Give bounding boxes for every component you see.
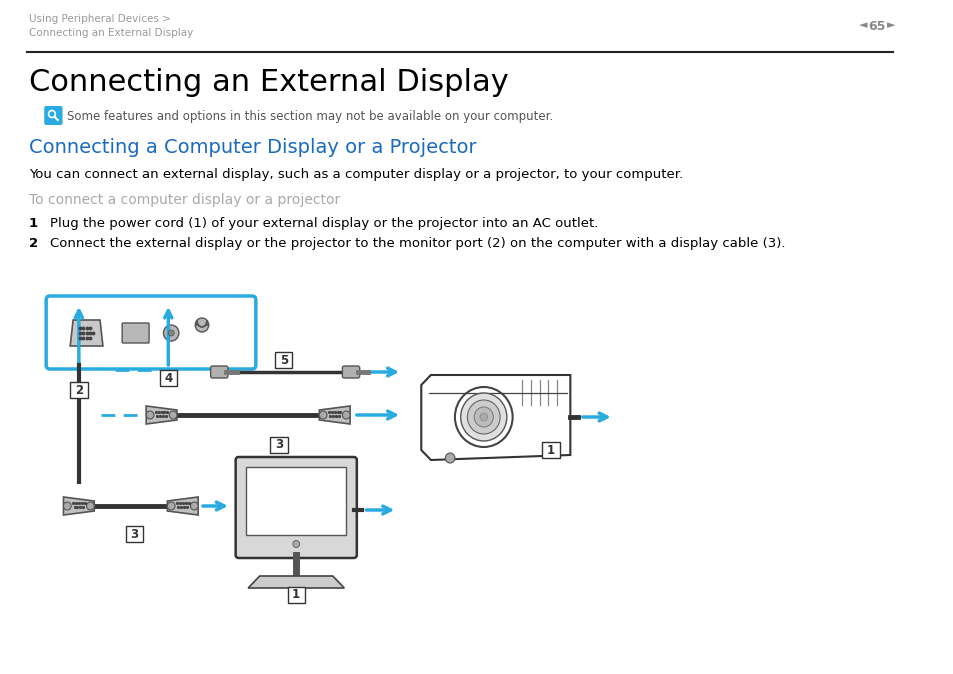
- Text: Connecting an External Display: Connecting an External Display: [29, 68, 508, 97]
- Circle shape: [455, 387, 512, 447]
- FancyBboxPatch shape: [270, 437, 287, 453]
- Circle shape: [445, 453, 455, 463]
- FancyBboxPatch shape: [122, 323, 149, 343]
- Text: 5: 5: [279, 353, 288, 367]
- Circle shape: [319, 411, 327, 419]
- Text: 3: 3: [131, 528, 138, 541]
- Text: You can connect an external display, such as a computer display or a projector, : You can connect an external display, suc…: [29, 168, 682, 181]
- FancyBboxPatch shape: [235, 457, 356, 558]
- Circle shape: [163, 325, 179, 341]
- Circle shape: [342, 411, 350, 419]
- Polygon shape: [319, 406, 350, 424]
- Text: 1: 1: [292, 588, 300, 601]
- Polygon shape: [248, 576, 344, 588]
- FancyBboxPatch shape: [274, 352, 292, 368]
- Text: 65: 65: [867, 20, 885, 33]
- FancyBboxPatch shape: [71, 382, 88, 398]
- Circle shape: [146, 411, 153, 419]
- Text: ◄: ◄: [858, 20, 866, 30]
- Circle shape: [191, 502, 198, 510]
- FancyBboxPatch shape: [159, 370, 177, 386]
- Text: Connecting a Computer Display or a Projector: Connecting a Computer Display or a Proje…: [29, 138, 476, 157]
- FancyBboxPatch shape: [126, 526, 143, 542]
- Polygon shape: [421, 375, 570, 460]
- Circle shape: [474, 407, 493, 427]
- FancyBboxPatch shape: [342, 366, 359, 378]
- Circle shape: [195, 318, 209, 332]
- Circle shape: [467, 400, 499, 434]
- Polygon shape: [167, 497, 198, 515]
- Text: Connect the external display or the projector to the monitor port (2) on the com: Connect the external display or the proj…: [50, 237, 784, 250]
- Text: 3: 3: [274, 439, 283, 452]
- Polygon shape: [146, 406, 177, 424]
- Text: To connect a computer display or a projector: To connect a computer display or a proje…: [29, 193, 340, 207]
- FancyBboxPatch shape: [287, 587, 305, 603]
- Circle shape: [168, 330, 173, 336]
- Circle shape: [479, 413, 487, 421]
- Text: Some features and options in this section may not be available on your computer.: Some features and options in this sectio…: [68, 110, 553, 123]
- Polygon shape: [64, 497, 94, 515]
- Text: Using Peripheral Devices >: Using Peripheral Devices >: [29, 14, 171, 24]
- Text: 2: 2: [74, 384, 83, 396]
- Circle shape: [167, 502, 174, 510]
- FancyBboxPatch shape: [46, 296, 255, 369]
- Circle shape: [64, 502, 71, 510]
- Circle shape: [460, 393, 506, 441]
- Text: 2: 2: [29, 237, 38, 250]
- Text: ►: ►: [886, 20, 895, 30]
- Text: Connecting an External Display: Connecting an External Display: [29, 28, 193, 38]
- Text: 4: 4: [164, 371, 172, 384]
- Circle shape: [542, 449, 550, 457]
- Text: Plug the power cord (1) of your external display or the projector into an AC out: Plug the power cord (1) of your external…: [50, 217, 598, 230]
- Text: 1: 1: [29, 217, 38, 230]
- FancyBboxPatch shape: [246, 467, 346, 535]
- FancyBboxPatch shape: [211, 366, 228, 378]
- FancyBboxPatch shape: [542, 442, 559, 458]
- Text: 1: 1: [546, 443, 555, 456]
- Circle shape: [169, 411, 177, 419]
- Circle shape: [87, 502, 94, 510]
- Polygon shape: [71, 320, 103, 346]
- FancyBboxPatch shape: [44, 106, 63, 125]
- Circle shape: [293, 541, 299, 547]
